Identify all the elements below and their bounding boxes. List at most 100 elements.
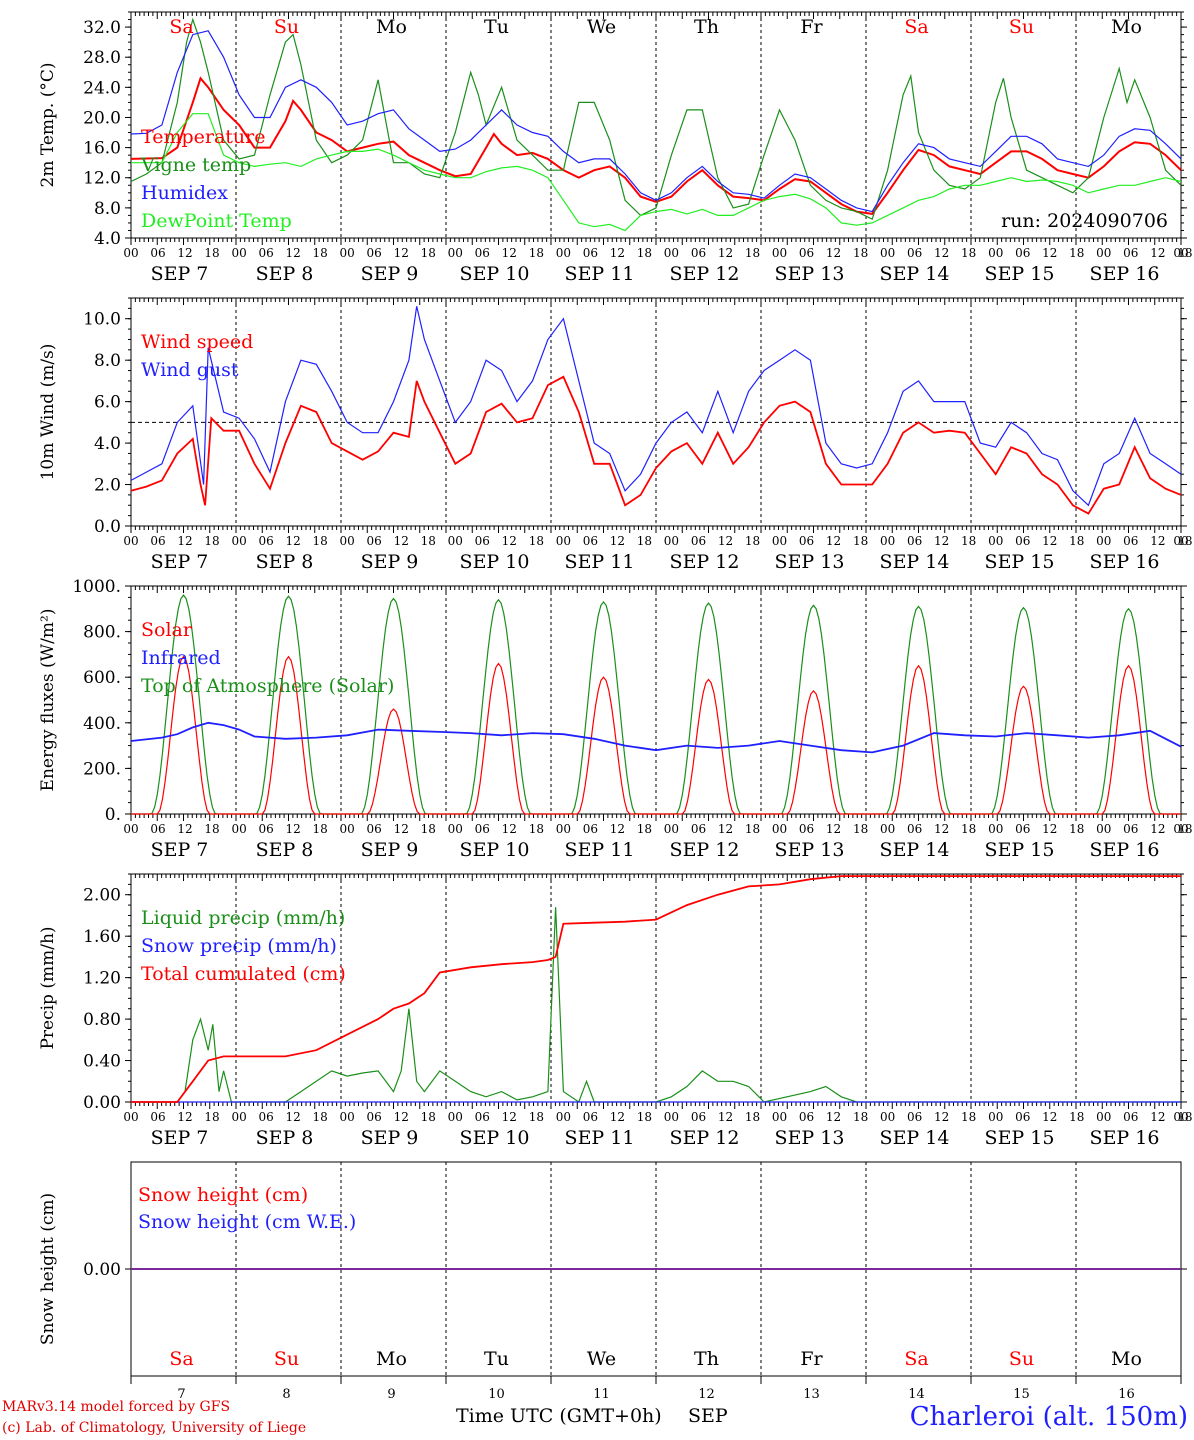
day-number-label: 14 (908, 1387, 925, 1402)
hour-label: 12 (826, 534, 841, 548)
hour-label: 06 (367, 246, 382, 260)
day-number-label: 16 (1118, 1387, 1135, 1402)
hour-label: 00 (556, 246, 571, 260)
y-tick-label: 4.0 (94, 229, 121, 249)
date-label: SEP 15 (985, 551, 1055, 573)
date-label: SEP 14 (880, 1127, 950, 1149)
hour-label: 18 (1069, 822, 1084, 836)
hour-label: 12 (1042, 534, 1057, 548)
y-tick-label: 0.00 (83, 1093, 121, 1113)
hour-label: 06 (150, 534, 165, 548)
series-line-total-cumulated (131, 875, 1181, 1103)
hour-label: 06 (583, 1110, 598, 1124)
legend-liquid-precip-mm-h-: Liquid precip (mm/h) (141, 907, 345, 929)
hour-label: 18 (204, 246, 219, 260)
hour-label: 00 (1173, 822, 1188, 836)
hour-label: 06 (1015, 534, 1030, 548)
hour-label: 06 (475, 1110, 490, 1124)
weekday-label: Mo (1111, 16, 1142, 38)
y-tick-label: 1000. (72, 577, 121, 597)
hour-label: 06 (691, 1110, 706, 1124)
hour-label: 12 (826, 822, 841, 836)
date-label: SEP 13 (775, 1127, 845, 1149)
weekday-label: Su (274, 1348, 299, 1370)
series-line-humidex (130, 30, 1182, 213)
date-label: SEP 15 (985, 1127, 1055, 1149)
y-tick-label: 24.0 (83, 78, 121, 98)
hour-label: 00 (772, 246, 787, 260)
hour-label: 06 (907, 822, 922, 836)
y-tick-label: 32.0 (83, 18, 121, 38)
hour-label: 12 (177, 1110, 192, 1124)
date-label: SEP 10 (460, 1127, 530, 1149)
hour-label: 06 (150, 246, 165, 260)
hour-label: 00 (988, 822, 1003, 836)
hour-label: 00 (123, 1110, 138, 1124)
hour-label: 18 (1177, 822, 1192, 836)
x-axis-title: Time UTC (GMT+0h) (456, 1405, 662, 1427)
series-line-top-of-atmosphere (131, 594, 1181, 815)
hour-label: 18 (745, 1110, 760, 1124)
y-tick-label: 6.0 (94, 393, 121, 413)
hour-label: 18 (745, 822, 760, 836)
legend-wind-gust: Wind gust (141, 359, 239, 381)
legend-temperature: Temperature (141, 126, 265, 148)
footer-model-credit: MARv3.14 model forced by GFS (2, 1399, 231, 1415)
weekday-label: Sa (169, 16, 193, 38)
run-annotation: run: 2024090706 (1001, 210, 1168, 232)
hour-label: 18 (637, 1110, 652, 1124)
date-label: SEP 7 (151, 551, 209, 573)
hour-label: 06 (367, 822, 382, 836)
weekday-label: Th (694, 16, 719, 38)
y-tick-label: 28.0 (83, 48, 121, 68)
hour-label: 00 (1173, 246, 1188, 260)
hour-label: 12 (1150, 246, 1165, 260)
hour-label: 12 (394, 246, 409, 260)
hour-label: 00 (340, 246, 355, 260)
hour-label: 00 (448, 1110, 463, 1124)
hour-label: 12 (502, 1110, 517, 1124)
date-label: SEP 13 (775, 551, 845, 573)
hour-label: 00 (1173, 534, 1188, 548)
hour-label: 18 (1069, 534, 1084, 548)
y-tick-label: 600. (83, 668, 121, 688)
hour-label: 00 (664, 534, 679, 548)
hour-label: 18 (529, 822, 544, 836)
legend-vigne-temp: Vigne temp (140, 154, 251, 176)
hour-label: 06 (150, 1110, 165, 1124)
hour-label: 12 (610, 1110, 625, 1124)
hour-label: 12 (502, 246, 517, 260)
hour-label: 12 (1150, 822, 1165, 836)
hour-label: 18 (853, 246, 868, 260)
station-name: Charleroi (alt. 150m) (909, 1402, 1188, 1432)
y-tick-label: 1.60 (83, 927, 121, 947)
legend-solar: Solar (141, 619, 193, 641)
date-label: SEP 9 (361, 551, 419, 573)
footer-lab-credit: (c) Lab. of Climatology, University of L… (2, 1420, 307, 1436)
date-label: SEP 8 (256, 1127, 314, 1149)
date-label: SEP 12 (670, 839, 740, 861)
hour-label: 06 (799, 534, 814, 548)
date-label: SEP 11 (565, 1127, 635, 1149)
y-tick-label: 0. (105, 805, 121, 825)
legend-wind-speed: Wind speed (141, 331, 253, 353)
hour-label: 12 (1042, 1110, 1057, 1124)
hour-label: 06 (150, 822, 165, 836)
y-tick-label: 2.00 (83, 886, 121, 906)
hour-label: 06 (258, 1110, 273, 1124)
hour-label: 06 (367, 534, 382, 548)
date-label: SEP 9 (361, 263, 419, 285)
hour-label: 18 (421, 534, 436, 548)
legend-snow-height-cm-: Snow height (cm) (138, 1184, 308, 1206)
weekday-label: Fr (800, 16, 823, 38)
hour-label: 06 (1123, 1110, 1138, 1124)
hour-label: 00 (556, 822, 571, 836)
weekday-label: Su (1009, 16, 1034, 38)
hour-label: 12 (718, 534, 733, 548)
hour-label: 18 (1069, 1110, 1084, 1124)
y-axis-label: Precip (mm/h) (38, 926, 58, 1049)
date-label: SEP 16 (1090, 1127, 1160, 1149)
y-tick-label: 200. (83, 759, 121, 779)
hour-label: 06 (475, 822, 490, 836)
hour-label: 00 (123, 246, 138, 260)
